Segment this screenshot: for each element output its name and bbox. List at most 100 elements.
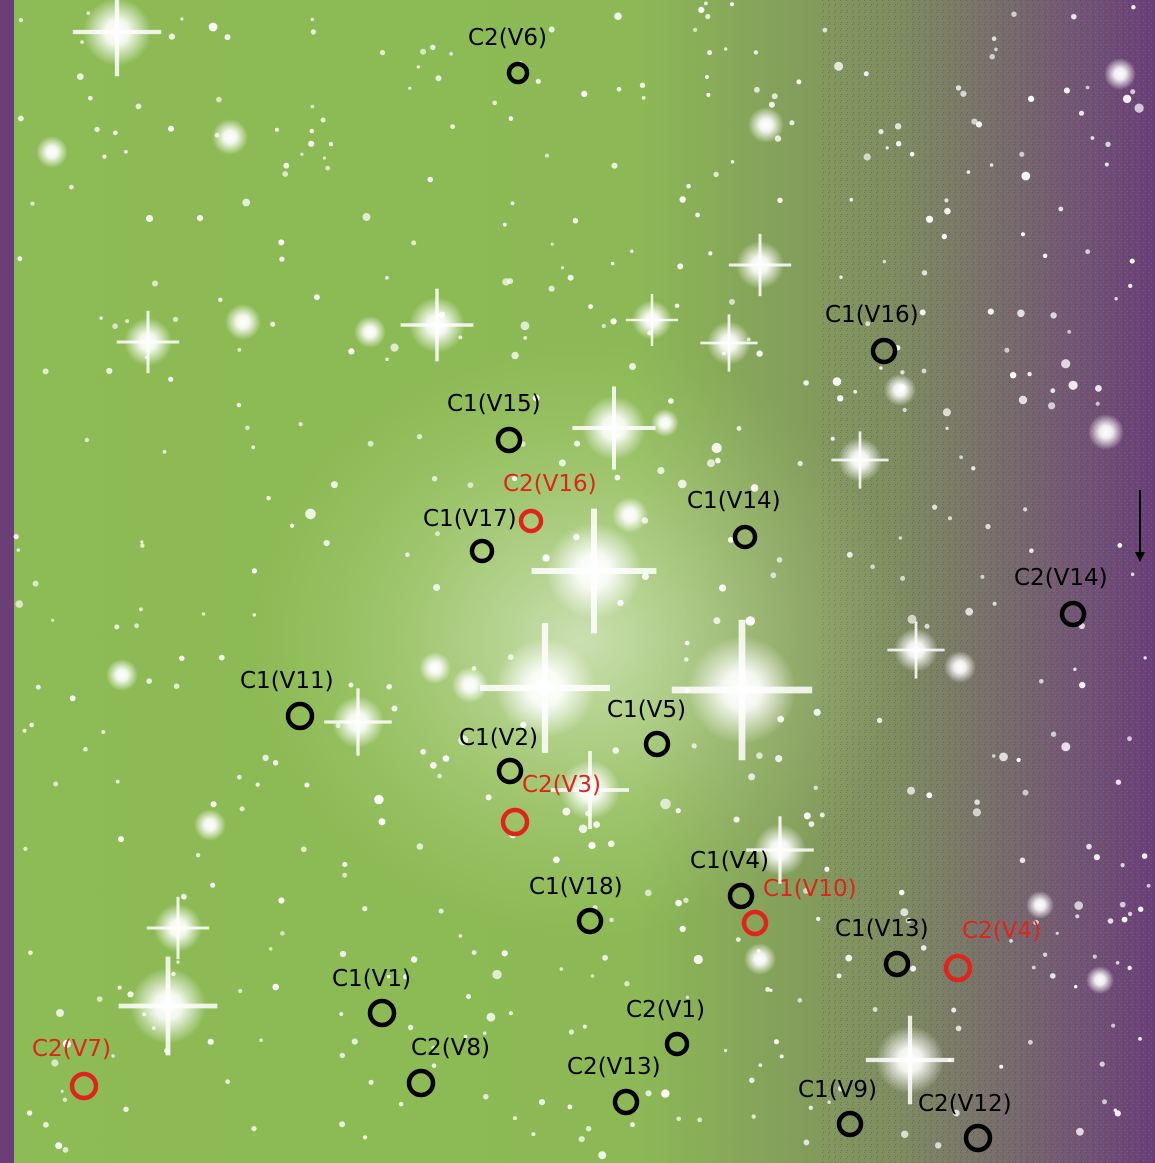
- faint-star: [216, 96, 222, 103]
- black-marker-ring: [664, 1031, 690, 1057]
- faint-star: [947, 1058, 952, 1062]
- faint-star: [362, 1135, 368, 1140]
- faint-star: [1107, 918, 1114, 924]
- bright-star: [748, 107, 784, 143]
- faint-star: [1076, 1127, 1084, 1136]
- faint-star: [1018, 395, 1028, 405]
- faint-star: [803, 1139, 810, 1146]
- faint-star: [111, 1054, 115, 1058]
- faint-star: [1119, 901, 1126, 908]
- faint-star: [838, 1086, 844, 1092]
- faint-star: [602, 954, 608, 961]
- faint-star: [588, 841, 596, 850]
- faint-star: [379, 50, 386, 56]
- faint-star: [544, 153, 549, 158]
- faint-star: [588, 304, 593, 309]
- faint-star: [69, 184, 74, 190]
- faint-star: [26, 1110, 33, 1116]
- faint-star: [117, 985, 122, 990]
- faint-star: [435, 75, 442, 82]
- faint-star: [35, 684, 41, 690]
- faint-star: [675, 899, 682, 907]
- faint-star: [768, 101, 775, 108]
- faint-star: [845, 954, 853, 962]
- faint-star: [582, 1024, 587, 1029]
- faint-star: [322, 156, 326, 160]
- bright-star: [452, 667, 488, 703]
- faint-star: [305, 508, 316, 520]
- faint-star: [630, 249, 634, 253]
- faint-star: [1085, 85, 1090, 90]
- faint-star: [980, 574, 985, 579]
- faint-star: [362, 906, 368, 912]
- faint-star: [749, 1077, 755, 1084]
- faint-star: [164, 1047, 170, 1054]
- faint-star: [736, 426, 742, 431]
- faint-star: [1055, 931, 1059, 935]
- black-marker-ring: [496, 757, 524, 785]
- faint-star: [1099, 1061, 1105, 1067]
- faint-star: [180, 17, 184, 21]
- faint-star: [695, 212, 700, 218]
- faint-star: [853, 389, 858, 394]
- faint-star: [56, 1009, 64, 1017]
- faint-star: [900, 908, 909, 917]
- faint-star: [944, 207, 951, 215]
- faint-star: [134, 623, 140, 629]
- faint-star: [971, 466, 976, 471]
- faint-star: [339, 1012, 344, 1016]
- faint-star: [1138, 1037, 1142, 1041]
- faint-star: [872, 1007, 878, 1012]
- black-marker-ring: [836, 1110, 864, 1138]
- faint-star: [905, 917, 912, 924]
- faint-star: [813, 708, 821, 716]
- faint-star: [53, 781, 59, 787]
- variable-star-marker: C1(V15): [447, 391, 541, 454]
- faint-star: [433, 584, 441, 591]
- faint-star: [342, 862, 348, 867]
- faint-star: [750, 484, 759, 492]
- faint-star: [1095, 385, 1102, 392]
- faint-star: [645, 1090, 652, 1097]
- faint-star: [797, 460, 803, 467]
- faint-star: [458, 335, 463, 340]
- faint-star: [173, 683, 180, 689]
- faint-star: [955, 1025, 962, 1032]
- bright-star: [744, 943, 776, 975]
- black-marker-ring: [285, 701, 315, 731]
- faint-star: [751, 1114, 756, 1119]
- faint-star: [127, 991, 134, 998]
- faint-star: [1115, 779, 1122, 785]
- faint-star: [898, 536, 903, 540]
- bright-star: [1026, 891, 1054, 919]
- faint-star: [1131, 5, 1136, 10]
- black-marker-ring: [1059, 600, 1087, 628]
- faint-star: [661, 1089, 670, 1098]
- faint-star: [863, 153, 871, 161]
- faint-star: [941, 233, 947, 240]
- faint-star: [310, 29, 316, 35]
- faint-star: [598, 1151, 607, 1160]
- faint-star: [748, 773, 756, 781]
- faint-star: [272, 983, 280, 991]
- faint-star: [367, 440, 374, 447]
- faint-star: [691, 743, 697, 749]
- faint-star: [769, 988, 773, 992]
- faint-star: [683, 897, 689, 903]
- black-marker-ring: [643, 730, 671, 758]
- black-marker-ring: [576, 907, 604, 935]
- faint-star: [310, 104, 315, 109]
- faint-star: [955, 85, 962, 91]
- markers-layer: C2(V6) C1(V16) C1(V15) C2(V16) C1(V17) C1(V14…: [32, 25, 1108, 1153]
- faint-star: [558, 459, 566, 467]
- black-marker-ring: [732, 524, 758, 550]
- faint-star: [836, 973, 842, 979]
- faint-star: [1114, 1110, 1121, 1117]
- faint-star: [207, 1038, 214, 1045]
- faint-star: [824, 866, 830, 872]
- faint-star: [898, 384, 906, 391]
- black-marker-ring: [963, 1123, 993, 1153]
- faint-star: [140, 543, 145, 548]
- faint-star: [225, 1079, 230, 1084]
- faint-star: [901, 1130, 909, 1139]
